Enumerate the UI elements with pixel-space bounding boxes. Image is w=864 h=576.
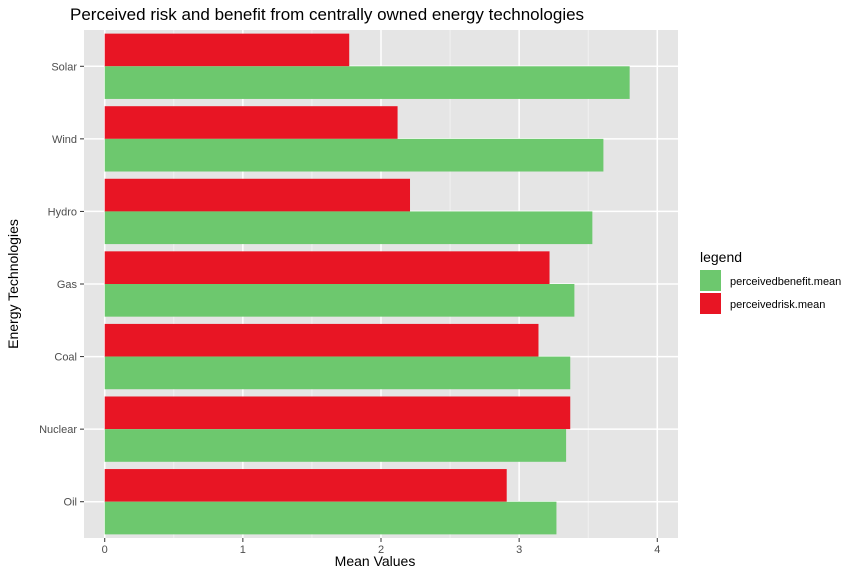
legend-key-perceivedrisk.mean [700, 293, 721, 314]
bar-risk-oil [104, 469, 507, 502]
legend-label: perceivedrisk.mean [730, 299, 825, 311]
x-axis: 0 1 2 3 4 [102, 538, 660, 556]
bar-risk-hydro [104, 178, 411, 212]
x-tick-label: 4 [654, 544, 660, 556]
bar-risk-nuclear [104, 396, 571, 430]
y-tick-label: Wind [52, 134, 77, 146]
bar-risk-wind [104, 106, 398, 139]
legend-label: perceivedbenefit.mean [730, 276, 841, 288]
bars [104, 33, 630, 535]
bar-risk-solar [104, 33, 350, 67]
y-tick-label: Coal [54, 352, 77, 364]
x-tick-label: 1 [240, 544, 246, 556]
bar-benefit-nuclear [104, 429, 567, 462]
bar-benefit-gas [104, 284, 575, 317]
y-tick-label: Gas [57, 279, 78, 291]
legend-title: legend [700, 249, 742, 265]
bar-benefit-oil [104, 501, 557, 535]
x-tick-label: 2 [378, 544, 384, 556]
x-tick-label: 0 [102, 544, 108, 556]
y-tick-label: Nuclear [39, 424, 77, 436]
bar-benefit-coal [104, 356, 571, 390]
y-tick-label: Hydro [48, 206, 77, 218]
y-axis-title: Energy Technologies [5, 219, 21, 349]
x-tick-label: 3 [516, 544, 522, 556]
y-tick-label: Solar [51, 61, 77, 73]
bar-benefit-hydro [104, 211, 593, 245]
legend: legend perceivedbenefit.mean perceivedris… [700, 249, 841, 314]
bar-benefit-wind [104, 138, 604, 172]
y-axis: Solar Wind Hydro Gas Coal Nuclear Oil [39, 61, 84, 509]
legend-key-perceivedbenefit.mean [700, 270, 721, 291]
bar-risk-coal [104, 323, 539, 357]
chart-title: Perceived risk and benefit from centrall… [70, 5, 584, 24]
bar-benefit-solar [104, 66, 630, 99]
y-tick-label: Oil [64, 497, 77, 509]
bar-risk-gas [104, 251, 550, 284]
x-axis-title: Mean Values [335, 553, 416, 569]
